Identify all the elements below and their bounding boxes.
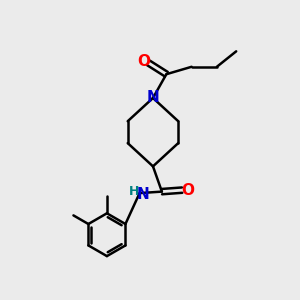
Text: O: O xyxy=(182,183,194,198)
Text: H: H xyxy=(129,184,140,197)
Text: N: N xyxy=(136,187,149,202)
Text: N: N xyxy=(147,91,159,106)
Text: O: O xyxy=(137,54,150,69)
